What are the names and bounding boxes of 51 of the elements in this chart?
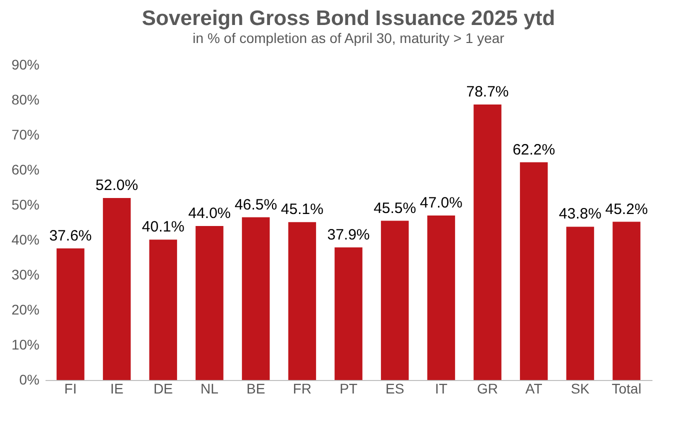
bar xyxy=(380,220,409,380)
bar xyxy=(242,217,270,380)
data-label: 44.0% xyxy=(188,205,231,222)
data-label: 78.7% xyxy=(466,84,509,101)
data-label: 40.1% xyxy=(142,218,184,236)
x-tick-label: DE xyxy=(153,380,173,396)
bar xyxy=(102,198,131,380)
x-tick-label: FR xyxy=(292,380,312,396)
x-tick-label: ES xyxy=(385,380,404,396)
chart-subtitle: in % of completion as of April 30, maturity > 1 year xyxy=(192,30,505,46)
data-label: 46.5% xyxy=(234,196,278,214)
y-tick-label: 70% xyxy=(11,126,40,142)
x-tick-label: Total xyxy=(612,380,642,396)
data-label: 45.2% xyxy=(605,200,648,218)
y-tick-label: 60% xyxy=(11,162,40,178)
data-label: 43.8% xyxy=(558,206,602,223)
x-tick-label: BE xyxy=(246,380,266,396)
y-tick-label: 80% xyxy=(11,92,40,108)
y-tick-label: 40% xyxy=(11,232,40,248)
data-label: 52.0% xyxy=(96,177,138,194)
data-label: 37.9% xyxy=(327,226,370,244)
x-tick-label: FI xyxy=(64,380,77,396)
bar xyxy=(520,162,548,380)
x-tick-label: IE xyxy=(110,380,124,396)
bar xyxy=(427,216,456,380)
x-tick-label: PT xyxy=(340,380,358,396)
x-tick-label: SK xyxy=(570,380,590,396)
y-tick-label: 90% xyxy=(11,56,40,72)
bar xyxy=(149,240,178,380)
bar xyxy=(612,222,640,380)
x-tick-label: GR xyxy=(477,380,498,396)
data-label: 45.1% xyxy=(280,201,324,218)
y-tick-label: 50% xyxy=(11,196,40,212)
y-tick-label: 20% xyxy=(11,302,40,318)
bar xyxy=(56,248,84,380)
data-label: 62.2% xyxy=(512,141,556,158)
bar xyxy=(334,247,362,380)
y-tick-label: 30% xyxy=(11,266,40,282)
bar xyxy=(196,226,224,380)
data-label: 47.0% xyxy=(420,194,462,212)
bar xyxy=(566,226,594,380)
chart-title: Sovereign Gross Bond Issuance 2025 ytd xyxy=(142,7,556,30)
y-tick-label: 0% xyxy=(19,372,40,388)
data-label: 45.5% xyxy=(374,200,416,217)
x-tick-label: IT xyxy=(434,380,448,396)
data-label: 37.6% xyxy=(49,227,92,244)
x-tick-label: NL xyxy=(200,380,219,396)
x-tick-label: AT xyxy=(525,380,543,396)
bar xyxy=(474,104,502,380)
bar xyxy=(288,222,316,380)
y-tick-label: 10% xyxy=(11,336,40,352)
